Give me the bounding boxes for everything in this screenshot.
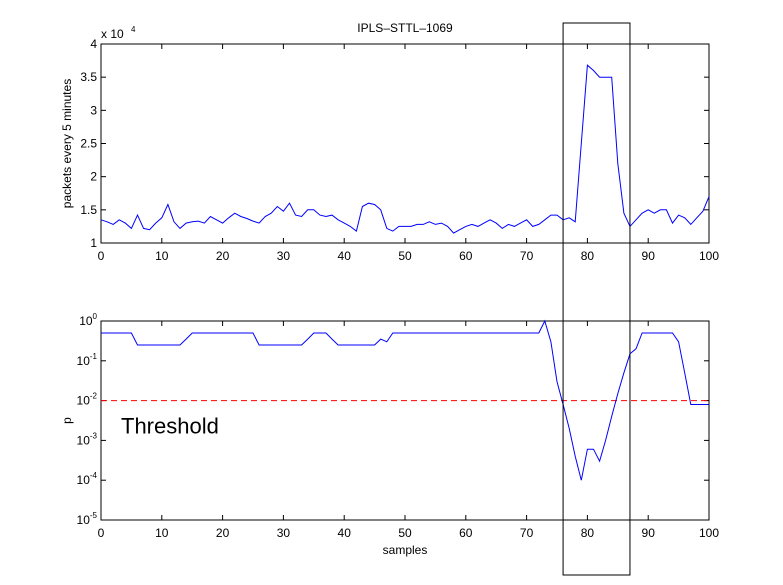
x-tick-label: 90 — [642, 526, 656, 540]
x-axis-label: samples — [383, 543, 428, 557]
x-tick-label: 100 — [699, 526, 719, 540]
x-tick-label: 70 — [520, 526, 534, 540]
y-tick-label: 3.5 — [80, 70, 97, 84]
data-line — [100, 64, 710, 234]
highlight-box — [562, 22, 631, 576]
x-tick-label: 50 — [398, 526, 412, 540]
y-tick-label: 4 — [90, 37, 97, 51]
data-line — [101, 319, 709, 481]
y-tick-label: 2.5 — [80, 137, 97, 151]
x-tick-label: 40 — [338, 526, 352, 540]
x-tick-label: 70 — [520, 249, 534, 263]
x-tick-label: 10 — [155, 526, 169, 540]
y-tick-label: 3 — [90, 103, 97, 117]
x-tick-label: 40 — [338, 249, 352, 263]
x-tick-label: 20 — [216, 526, 230, 540]
x-tick-label: 60 — [459, 249, 473, 263]
y-scale-note: x 10 — [101, 27, 124, 41]
y-tick-label: 100 — [79, 312, 97, 328]
y-axis-label: p — [60, 417, 74, 424]
x-tick-label: 30 — [277, 526, 291, 540]
x-tick-label: 50 — [398, 249, 412, 263]
x-tick-label: 30 — [277, 249, 291, 263]
chart-title: IPLS–STTL–1069 — [357, 21, 453, 35]
threshold-label: Threshold — [121, 414, 219, 439]
x-tick-label: 10 — [155, 249, 169, 263]
y-tick-label: 10-1 — [77, 352, 98, 368]
y-tick-label: 10-5 — [77, 511, 98, 527]
y-tick-label: 10-3 — [77, 431, 98, 447]
y-tick-label: 2 — [90, 170, 97, 184]
x-tick-label: 100 — [699, 249, 719, 263]
x-tick-label: 0 — [98, 526, 105, 540]
x-tick-label: 80 — [581, 249, 595, 263]
y-tick-label: 1 — [90, 236, 97, 250]
y-axis-label: packets every 5 minutes — [60, 79, 74, 208]
x-tick-label: 80 — [581, 526, 595, 540]
x-tick-label: 90 — [642, 249, 656, 263]
axes-frame — [100, 43, 710, 244]
y-tick-label: 10-2 — [77, 392, 98, 408]
x-tick-label: 60 — [459, 526, 473, 540]
y-tick-label: 1.5 — [80, 203, 97, 217]
y-scale-exponent: 4 — [131, 25, 136, 34]
x-tick-label: 20 — [216, 249, 230, 263]
x-tick-label: 0 — [98, 249, 105, 263]
y-tick-label: 10-4 — [77, 471, 98, 487]
